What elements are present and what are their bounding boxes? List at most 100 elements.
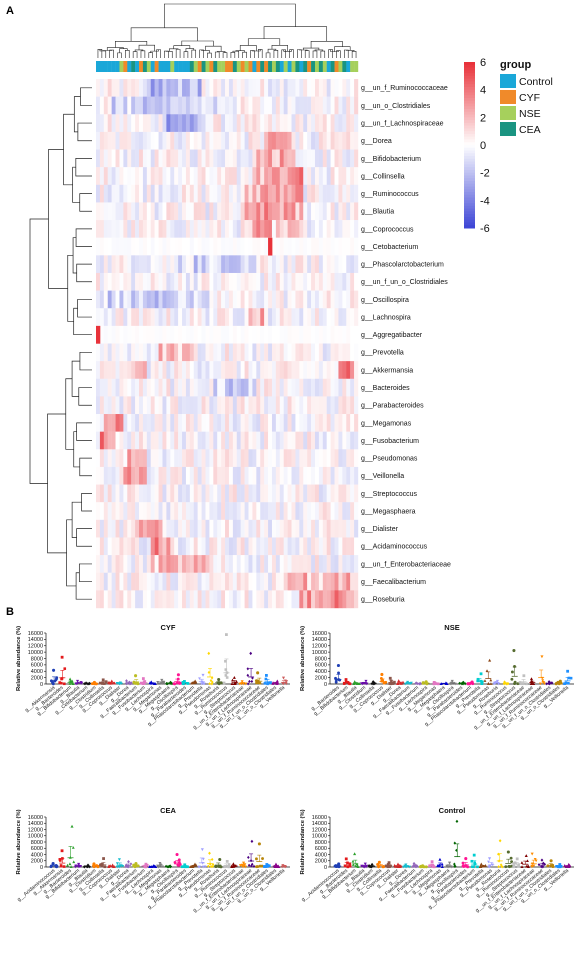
heatmap-cell (221, 167, 226, 185)
heatmap-cell (330, 290, 335, 309)
colorbar-segment (464, 100, 475, 104)
heatmap-cell (287, 96, 292, 115)
data-point (263, 682, 267, 685)
heatmap-cell (96, 519, 101, 538)
heatmap-cell (334, 255, 339, 274)
heatmap-cell (139, 114, 144, 133)
heatmap-cell (279, 414, 284, 432)
heatmap-cell (189, 537, 194, 556)
heatmap-cell (182, 149, 187, 168)
heatmap-cell (318, 96, 324, 115)
heatmap-cell (111, 96, 116, 115)
heatmap-cell (182, 272, 187, 291)
heatmap-cell (154, 466, 159, 485)
heatmap-cell (244, 572, 249, 591)
heatmap-cell (275, 149, 280, 168)
heatmap-cell (150, 590, 155, 609)
heatmap-cell (127, 167, 132, 185)
heatmap-cell (146, 131, 151, 150)
heatmap-cell (303, 325, 308, 344)
heatmap-cell (303, 308, 308, 327)
heatmap-cell (342, 449, 347, 468)
heatmap-cell (307, 537, 312, 556)
heatmap-cell (295, 555, 300, 573)
heatmap-cell (322, 502, 327, 521)
data-point (72, 860, 76, 864)
heatmap-cell (248, 466, 253, 485)
heatmap-cell (182, 396, 187, 415)
heatmap-cell (96, 79, 101, 97)
heatmap-cell (123, 361, 128, 379)
heatmap-cell (189, 272, 194, 291)
heatmap-cell (322, 343, 327, 362)
heatmap-cell (311, 361, 316, 379)
data-point (141, 682, 145, 686)
heatmap-cell (303, 184, 308, 203)
heatmap-cell (96, 96, 101, 115)
heatmap-cell (185, 290, 191, 309)
y-tick-label: 4000 (31, 669, 43, 675)
data-point (173, 682, 177, 686)
heatmap-cell (338, 79, 343, 97)
y-tick-label: 14000 (28, 821, 43, 827)
heatmap-cell (228, 114, 234, 133)
heatmap-cell (201, 572, 206, 591)
heatmap-cell (271, 414, 277, 432)
heatmap-cell (334, 272, 339, 291)
heatmap-cell (283, 590, 288, 609)
heatmap-cell (346, 555, 351, 573)
heatmap-cell (322, 308, 327, 327)
heatmap-cell (166, 466, 171, 485)
heatmap-cell (248, 255, 253, 274)
heatmap-cell (279, 519, 284, 538)
heatmap-cell (264, 272, 269, 291)
heatmap-cell (201, 396, 206, 415)
heatmap-cell (271, 167, 277, 185)
heatmap-cell (115, 537, 120, 556)
heatmap-cell (268, 167, 273, 185)
heatmap-cell (139, 449, 144, 468)
data-point (524, 864, 528, 868)
heatmap-cell (103, 79, 108, 97)
heatmap-cell (240, 220, 245, 238)
data-point (227, 865, 230, 869)
heatmap-cell (307, 519, 312, 538)
heatmap-cell (166, 572, 171, 591)
heatmap-cell (260, 572, 265, 591)
data-point (522, 674, 526, 678)
heatmap-cell (346, 325, 351, 344)
heatmap-cell (291, 361, 296, 379)
heatmap-cell (299, 149, 304, 168)
group-cell (150, 61, 155, 72)
heatmap-cell (299, 290, 304, 309)
heatmap-cell (295, 79, 300, 97)
heatmap-cell (201, 237, 206, 256)
heatmap-cell (338, 272, 343, 291)
heatmap-cell (146, 308, 151, 327)
heatmap-cell (311, 414, 316, 432)
heatmap-cell (252, 537, 257, 556)
dendrogram-link (117, 52, 122, 58)
data-point (489, 682, 493, 685)
heatmap-cell (142, 502, 148, 521)
heatmap-cell (174, 378, 179, 397)
data-point (567, 865, 571, 868)
heatmap-cell (271, 325, 277, 344)
heatmap-cell (154, 414, 159, 432)
heatmap-cell (174, 272, 179, 291)
heatmap-cell (162, 184, 167, 203)
heatmap-cell (260, 79, 265, 97)
heatmap-cell (260, 537, 265, 556)
data-point (515, 857, 519, 861)
data-point (265, 863, 269, 866)
group-cell (264, 61, 269, 72)
heatmap-cell (178, 572, 183, 591)
heatmap-cell (99, 96, 105, 115)
heatmap-cell (209, 414, 214, 432)
heatmap-cell (256, 255, 261, 274)
heatmap-cell (256, 361, 261, 379)
heatmap-cell (256, 96, 261, 115)
heatmap-cell (213, 537, 218, 556)
group-cell (311, 61, 316, 72)
